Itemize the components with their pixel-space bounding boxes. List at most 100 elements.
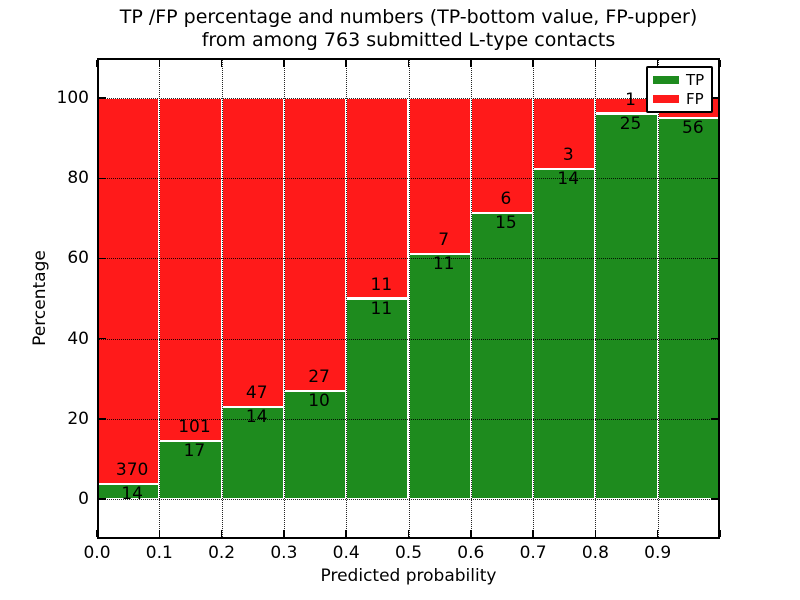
x-tick bbox=[532, 530, 534, 537]
x-tick bbox=[594, 60, 597, 67]
tp-count-label: 11 bbox=[370, 298, 393, 319]
x-gridline bbox=[657, 58, 659, 539]
x-tick bbox=[283, 60, 285, 67]
fp-count-label: 101 bbox=[178, 417, 211, 438]
y-tick bbox=[99, 97, 106, 99]
tp-count-label: 17 bbox=[183, 441, 206, 462]
x-tick-label: 0.0 bbox=[83, 543, 111, 563]
x-tick bbox=[283, 530, 285, 537]
x-tick bbox=[158, 60, 161, 67]
x-gridline bbox=[346, 58, 348, 539]
x-tick bbox=[96, 60, 98, 67]
x-gridline bbox=[470, 58, 472, 539]
x-gridline bbox=[221, 58, 223, 539]
tp-count-label: 25 bbox=[619, 113, 642, 134]
bar-segment-tp bbox=[595, 113, 658, 499]
bar-segment-fp bbox=[159, 98, 222, 442]
bar-segment-fp bbox=[221, 98, 284, 407]
y-tick-label: 0 bbox=[78, 488, 89, 509]
x-tick bbox=[656, 60, 659, 67]
chart-title: TP /FP percentage and numbers (TP-bottom… bbox=[97, 6, 720, 52]
y-tick bbox=[99, 337, 106, 340]
x-tick bbox=[407, 530, 410, 537]
y-tick bbox=[99, 177, 106, 179]
legend-label: FP bbox=[686, 90, 704, 108]
x-tick-label: 0.7 bbox=[519, 543, 547, 563]
bar-segment-tp bbox=[408, 253, 471, 499]
fp-count-label: 7 bbox=[438, 229, 450, 250]
tp-count-label: 14 bbox=[557, 168, 580, 189]
fp-count-label: 370 bbox=[115, 460, 149, 481]
plot-border-top bbox=[97, 58, 720, 60]
x-tick-label: 0.2 bbox=[208, 543, 236, 563]
x-tick bbox=[719, 60, 721, 67]
x-tick-label: 0.8 bbox=[581, 543, 609, 563]
y-tick-label: 20 bbox=[67, 408, 89, 429]
bar-segment-tp bbox=[657, 118, 720, 499]
x-tick bbox=[407, 60, 410, 67]
tp-count-label: 11 bbox=[432, 253, 455, 274]
x-tick bbox=[220, 60, 223, 67]
x-gridline bbox=[595, 58, 597, 539]
legend-item-tp: TP bbox=[653, 72, 706, 88]
y-gridline bbox=[97, 418, 720, 420]
fp-count-label: 27 bbox=[308, 366, 330, 387]
x-tick bbox=[532, 60, 534, 67]
plot-border-bottom bbox=[97, 537, 720, 539]
fp-count-label: 3 bbox=[562, 144, 574, 165]
plot-border-right bbox=[718, 58, 720, 539]
y-tick bbox=[711, 257, 718, 260]
plot-border-left bbox=[97, 58, 99, 539]
x-tick-label: 0.5 bbox=[394, 543, 423, 563]
bar-segment-tp bbox=[533, 168, 596, 499]
x-gridline bbox=[408, 58, 410, 539]
fp-count-label: 6 bbox=[500, 188, 512, 209]
x-tick bbox=[158, 530, 161, 537]
x-gridline bbox=[533, 58, 535, 539]
bar-segment-tp bbox=[346, 298, 409, 499]
bar-segment-tp bbox=[470, 212, 534, 499]
fp-swatch-icon bbox=[653, 95, 679, 103]
x-tick bbox=[719, 530, 721, 537]
x-tick-label: 0.1 bbox=[145, 543, 173, 563]
y-gridline bbox=[97, 498, 720, 500]
chart-title-line-1: TP /FP percentage and numbers (TP-bottom… bbox=[119, 6, 698, 28]
y-tick bbox=[711, 97, 718, 99]
x-tick bbox=[470, 530, 472, 537]
x-tick bbox=[656, 530, 659, 537]
bar-segment-fp bbox=[97, 98, 160, 485]
x-gridline bbox=[283, 58, 285, 539]
y-tick bbox=[711, 177, 718, 179]
x-tick bbox=[345, 530, 347, 537]
legend-item-fp: FP bbox=[653, 91, 706, 107]
y-tick bbox=[99, 257, 106, 260]
x-tick-label: 0.3 bbox=[270, 543, 298, 563]
fp-count-label: 1 bbox=[625, 89, 636, 110]
x-axis-title: Predicted probability bbox=[320, 566, 497, 586]
fp-count-label: 11 bbox=[370, 274, 393, 295]
y-tick bbox=[99, 418, 106, 420]
y-gridline bbox=[97, 338, 720, 340]
x-tick-label: 0.6 bbox=[457, 543, 485, 563]
x-tick bbox=[96, 530, 98, 537]
x-gridline bbox=[159, 58, 161, 539]
y-gridline bbox=[97, 98, 720, 100]
tp-count-label: 56 bbox=[682, 118, 704, 139]
legend: TP FP bbox=[646, 66, 713, 113]
tp-count-label: 15 bbox=[495, 212, 517, 233]
y-gridline bbox=[97, 258, 720, 260]
y-tick bbox=[99, 498, 106, 500]
x-tick-label: 0.9 bbox=[644, 543, 672, 563]
tp-count-label: 10 bbox=[308, 390, 330, 411]
y-tick bbox=[711, 337, 718, 340]
y-tick-label: 40 bbox=[67, 328, 89, 349]
y-gridline bbox=[97, 178, 720, 180]
fp-count-label: 47 bbox=[245, 382, 268, 403]
x-tick-label: 0.4 bbox=[332, 543, 360, 563]
tp-count-label: 14 bbox=[121, 484, 143, 505]
bar-segment-fp bbox=[283, 98, 347, 391]
x-tick bbox=[345, 60, 347, 67]
bar-segment-tp bbox=[283, 390, 347, 499]
y-tick bbox=[711, 498, 718, 500]
